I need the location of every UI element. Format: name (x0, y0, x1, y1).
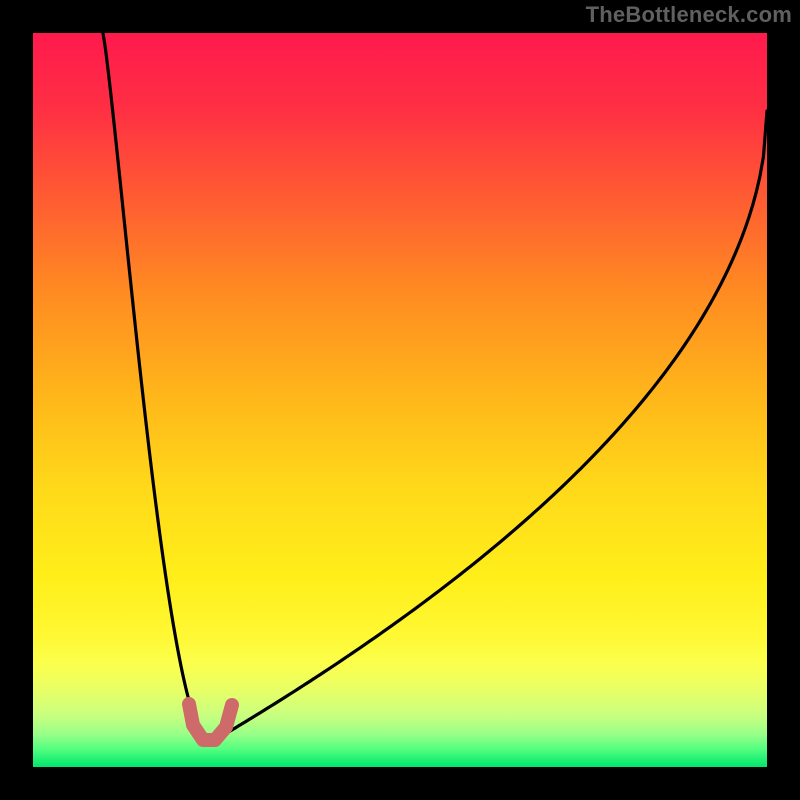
plot-area (33, 33, 767, 767)
curve-layer (33, 33, 767, 767)
bottleneck-curve (103, 33, 767, 743)
attribution-text: TheBottleneck.com (586, 2, 792, 28)
vertex-marker (189, 704, 232, 740)
